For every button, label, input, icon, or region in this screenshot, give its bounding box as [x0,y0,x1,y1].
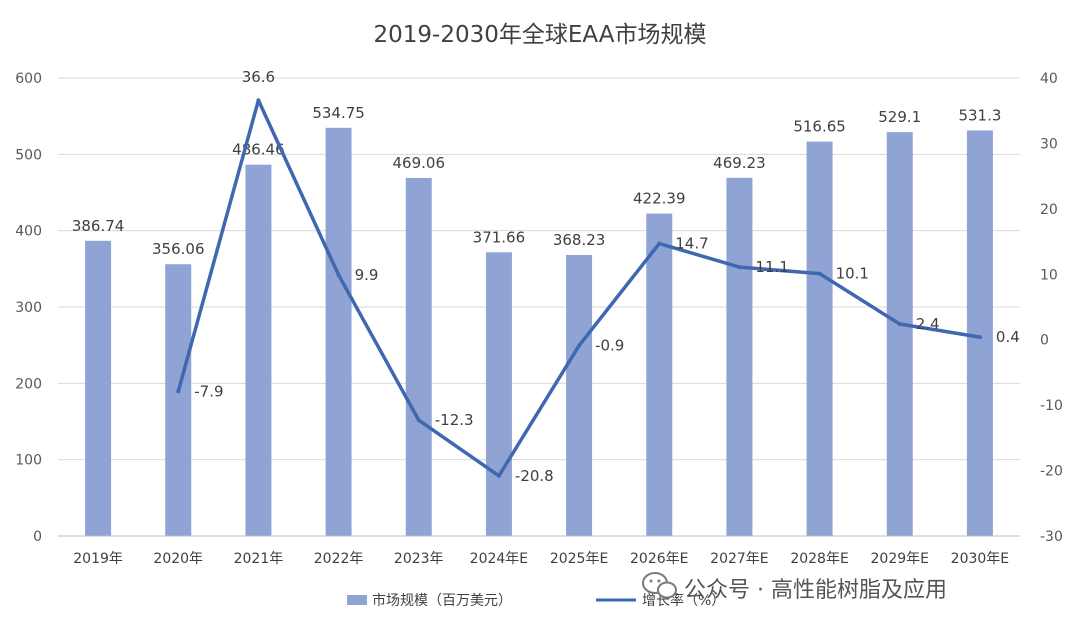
bar-data-label: 368.23 [553,231,606,249]
line-data-label: 0.4 [996,328,1020,346]
bar [245,164,272,536]
line-point [737,265,742,270]
bar-data-label: 531.3 [958,106,1001,124]
bar-data-label: 371.66 [473,228,526,246]
line-data-label: 10.1 [836,265,869,283]
watermark-text: 公众号 · 高性能树脂及应用 [684,578,947,603]
bar-data-label: 529.1 [878,108,921,126]
y-right-tick-label: 0 [1040,333,1049,349]
legend-bar-swatch [347,595,367,605]
x-tick-label: 2020年 [153,551,203,567]
bar [485,252,512,536]
bar [405,177,432,536]
line-data-label: -7.9 [194,382,223,400]
x-tick-label: 2027年E [710,551,768,567]
line-point [977,335,982,340]
line-data-label: 36.6 [242,68,275,86]
line-point [336,272,341,277]
line-data-label: 9.9 [355,266,379,284]
line-point [256,98,261,103]
y-left-tick-label: 0 [33,529,42,545]
bar [165,264,192,536]
bar [325,127,352,537]
line-data-label: -0.9 [595,337,624,355]
bar-data-label: 516.65 [793,118,846,136]
bar [566,254,593,536]
line-point [496,473,501,478]
line-point [657,241,662,246]
x-tick-label: 2025年E [550,551,608,567]
x-tick-label: 2030年E [951,551,1009,567]
line-data-label: 14.7 [675,235,708,253]
x-tick-label: 2021年 [234,551,284,567]
bar-data-label: 422.39 [633,190,686,208]
line-point [897,322,902,327]
bar [806,141,833,536]
x-tick-label: 2029年E [871,551,929,567]
bar [726,177,753,536]
bar [966,130,993,537]
bar-series [85,127,993,537]
y-left-tick-label: 600 [15,71,42,87]
x-tick-label: 2019年 [73,551,123,567]
y-left-tick-label: 400 [15,224,42,240]
y-left-tick-label: 100 [15,453,42,469]
bar-data-label: 469.06 [393,154,446,172]
line-point [817,271,822,276]
y-right-tick-label: 30 [1040,136,1058,152]
bar [85,240,112,537]
bar-data-label: 386.74 [72,217,125,235]
line-point [176,389,181,394]
line-point [577,343,582,348]
watermark: 公众号 · 高性能树脂及应用 [642,572,947,603]
bar-data-label: 469.23 [713,154,766,172]
y-right-tick-label: -10 [1040,398,1063,414]
x-tick-label: 2023年 [394,551,444,567]
x-tick-label: 2022年 [314,551,364,567]
x-tick-label: 2028年E [790,551,848,567]
y-left-tick-label: 300 [15,300,42,316]
y-right-tick-label: -20 [1040,464,1063,480]
y-right-tick-label: -30 [1040,529,1063,545]
y-axis-right: -30 -20 -10 0 10 20 30 40 [1040,71,1063,545]
bar [646,213,673,537]
y-right-tick-label: 20 [1040,202,1058,218]
y-left-tick-label: 200 [15,376,42,392]
line-data-label: 11.1 [755,258,788,276]
wechat-icon [642,572,677,599]
line-data-label: -12.3 [435,411,474,429]
bar-data-label: 534.75 [312,104,365,122]
x-axis: 2019年 2020年 2021年 2022年 2023年 2024年E 2025年E 202… [58,535,1020,567]
y-axis-left: 0 100 200 300 400 500 600 [15,71,42,545]
line-point [416,418,421,423]
x-tick-label: 2026年E [630,551,688,567]
chart-title: 2019-2030年全球EAA市场规模 [373,22,706,48]
line-data-label: 2.4 [916,315,940,333]
y-right-tick-label: 10 [1040,267,1058,283]
legend-bar-label: 市场规模（百万美元） [372,592,512,609]
bar-data-label: 356.06 [152,240,205,258]
y-right-tick-label: 40 [1040,71,1058,87]
line-data-labels: -7.9 36.6 9.9 -12.3 -20.8 -0.9 14.7 11.1 10.1 2.4… [194,68,1020,485]
bar [886,132,913,536]
y-left-tick-label: 500 [15,147,42,163]
line-data-label: -20.8 [515,467,554,485]
line-series [176,98,982,478]
x-tick-label: 2024年E [470,551,528,567]
